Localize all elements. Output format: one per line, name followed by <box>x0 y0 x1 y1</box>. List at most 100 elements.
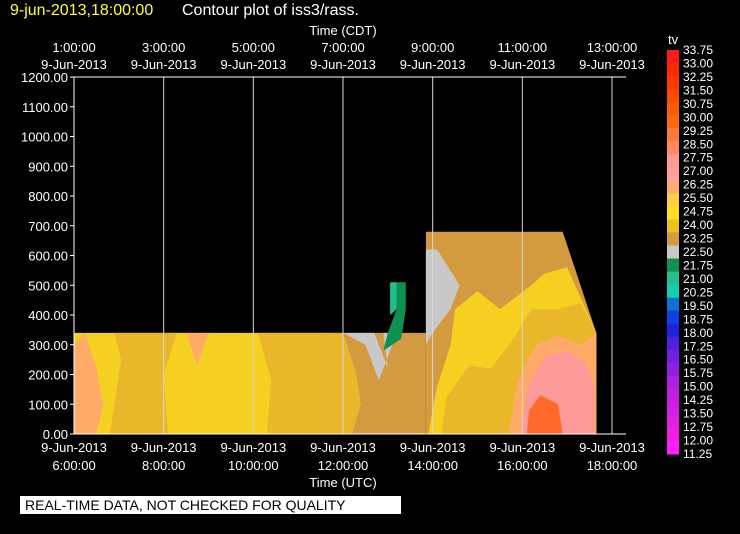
colorbar-swatch-2 <box>667 76 679 90</box>
x-top-tick-date-0: 9-Jun-2013 <box>41 57 107 72</box>
colorbar-swatch-23 <box>667 349 679 364</box>
colorbar-swatch-1 <box>667 63 679 77</box>
colorbar-level-0: 33.75 <box>683 43 713 57</box>
x-bottom-tick-time-4: 14:00:00 <box>407 458 458 473</box>
colorbar-level-17: 21.00 <box>683 272 713 286</box>
colorbar-level-19: 19.50 <box>683 299 713 313</box>
x-bottom-tick-date-3: 9-Jun-2013 <box>310 440 376 455</box>
colorbar-level-6: 29.25 <box>683 124 713 138</box>
colorbar-swatch-14 <box>667 232 679 246</box>
colorbar-level-3: 31.50 <box>683 83 713 97</box>
x-top-tick-date-4: 9-Jun-2013 <box>400 57 466 72</box>
colorbar-swatch-29 <box>667 427 679 442</box>
x-top-axis-label: Time (CDT) <box>309 23 376 38</box>
colorbar-level-28: 12.75 <box>683 420 713 434</box>
x-bottom-tick-time-3: 12:00:00 <box>318 458 369 473</box>
colorbar-level-26: 14.25 <box>683 393 713 407</box>
y-tick-label-8: 800.00 <box>28 189 68 204</box>
x-top-tick-date-2: 9-Jun-2013 <box>220 57 286 72</box>
colorbar-swatch-3 <box>667 89 679 103</box>
colorbar-swatch-20 <box>667 310 679 325</box>
colorbar-swatch-18 <box>667 284 679 299</box>
colorbar-label: tv <box>668 32 679 47</box>
contour-region-7 <box>343 332 397 381</box>
y-tick-label-12: 1200.00 <box>21 70 68 85</box>
x-top-tick-time-2: 5:00:00 <box>232 40 275 55</box>
y-tick-label-3: 300.00 <box>28 338 68 353</box>
colorbar-level-1: 33.00 <box>683 57 713 71</box>
x-top-tick-time-3: 7:00:00 <box>321 40 364 55</box>
colorbar-swatch-12 <box>667 206 679 220</box>
contour-region-3 <box>186 332 209 366</box>
colorbar-level-18: 20.25 <box>683 285 713 299</box>
colorbar-swatch-6 <box>667 128 679 142</box>
colorbar-swatch-26 <box>667 388 679 403</box>
x-top-tick-time-6: 13:00:00 <box>587 40 638 55</box>
y-tick-label-10: 1000.00 <box>21 130 68 145</box>
colorbar-swatch-11 <box>667 193 679 207</box>
colorbar-level-23: 16.50 <box>683 353 713 367</box>
y-tick-label-9: 900.00 <box>28 159 68 174</box>
colorbar-swatch-8 <box>667 154 679 168</box>
contour-region-15 <box>383 282 406 351</box>
x-bottom-tick-date-2: 9-Jun-2013 <box>220 440 286 455</box>
colorbar-level-16: 21.75 <box>683 259 713 273</box>
chart-title: Contour plot of iss3/rass. <box>182 2 359 19</box>
x-bottom-tick-time-5: 16:00:00 <box>497 458 548 473</box>
colorbar-swatch-5 <box>667 115 679 129</box>
colorbar-level-30: 11.25 <box>683 447 712 461</box>
colorbar-swatch-27 <box>667 401 679 416</box>
x-bottom-tick-time-2: 10:00:00 <box>228 458 279 473</box>
x-bottom-tick-date-0: 9-Jun-2013 <box>41 440 107 455</box>
contour-region-16 <box>390 282 397 315</box>
colorbar-level-7: 28.50 <box>683 137 713 151</box>
colorbar-level-4: 30.75 <box>683 97 713 111</box>
x-bottom-tick-date-5: 9-Jun-2013 <box>489 440 555 455</box>
title-date: 9-jun-2013,18:00:00 <box>10 2 154 19</box>
colorbar-swatch-7 <box>667 141 679 155</box>
x-top-tick-labels: 1:00:00 9-Jun-2013 3:00:00 9-Jun-2013 5:00:0… <box>41 40 645 72</box>
colorbar-level-21: 18.00 <box>683 326 713 340</box>
y-tick-label-6: 600.00 <box>28 249 68 264</box>
x-bottom-axis-label: Time (UTC) <box>309 475 376 490</box>
colorbar-level-10: 26.25 <box>683 178 713 192</box>
contour-region-4 <box>257 332 326 434</box>
contour-region-14 <box>425 249 460 345</box>
y-tick-label-2: 200.00 <box>28 368 68 383</box>
colorbar-swatch-28 <box>667 414 679 429</box>
x-top-tick-date-5: 9-Jun-2013 <box>489 57 555 72</box>
x-bottom-tick-time-1: 8:00:00 <box>142 458 185 473</box>
x-top-tick-time-4: 9:00:00 <box>411 40 454 55</box>
colorbar-level-11: 25.50 <box>683 191 713 205</box>
colorbar-level-9: 27.00 <box>683 164 713 178</box>
colorbar: 33.7533.0032.2531.5030.7530.0029.2528.50… <box>667 43 713 461</box>
contour-region-13 <box>526 395 563 434</box>
colorbar-level-15: 22.50 <box>683 245 713 259</box>
x-top-tick-time-1: 3:00:00 <box>142 40 185 55</box>
x-bottom-tick-time-6: 18:00:00 <box>587 458 638 473</box>
x-bottom-tick-date-6: 9-Jun-2013 <box>579 440 645 455</box>
y-tick-label-11: 1100.00 <box>22 100 68 115</box>
y-tick-label-5: 500.00 <box>28 278 68 293</box>
colorbar-level-20: 18.75 <box>683 312 713 326</box>
colorbar-swatch-22 <box>667 336 679 351</box>
y-tick-label-4: 400.00 <box>28 308 68 323</box>
colorbar-swatch-13 <box>667 219 679 233</box>
x-top-tick-time-0: 1:00:00 <box>52 40 95 55</box>
colorbar-swatch-0 <box>667 50 679 64</box>
colorbar-level-24: 15.75 <box>683 366 713 380</box>
contour-region-6 <box>320 332 361 434</box>
colorbar-swatch-16 <box>667 258 679 273</box>
y-tick-label-1: 100.00 <box>28 397 68 412</box>
x-top-tick-date-6: 9-Jun-2013 <box>579 57 645 72</box>
colorbar-swatch-15 <box>667 245 679 260</box>
colorbar-swatch-21 <box>667 323 679 338</box>
contour-regions <box>74 231 597 434</box>
colorbar-level-29: 12.00 <box>683 434 713 448</box>
colorbar-swatch-30 <box>667 440 679 455</box>
y-tick-label-0: 0.00 <box>43 427 68 442</box>
colorbar-swatch-4 <box>667 102 679 116</box>
x-bottom-tick-date-1: 9-Jun-2013 <box>131 440 197 455</box>
colorbar-level-12: 24.75 <box>683 205 713 219</box>
x-top-tick-time-5: 11:00:00 <box>498 40 548 55</box>
